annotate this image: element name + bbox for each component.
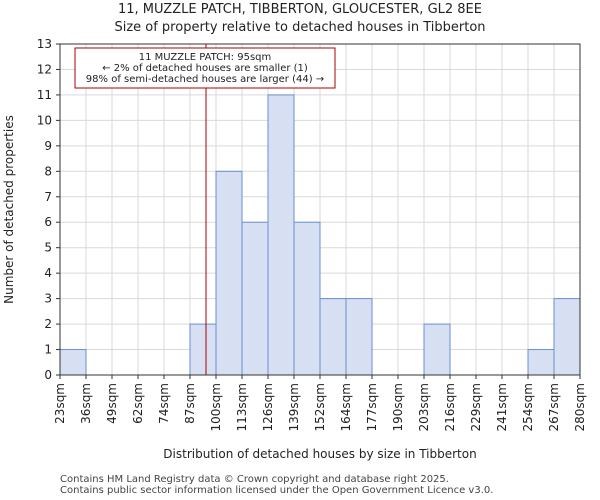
bar-126sqm — [267, 94, 295, 376]
y-tick-label: 8 — [44, 164, 52, 178]
x-tick-label: 49sqm — [105, 383, 119, 424]
x-tick-label: 126sqm — [261, 383, 275, 431]
bar-87sqm — [189, 323, 217, 376]
x-tick-label: 254sqm — [521, 383, 535, 431]
x-tick-label: 113sqm — [235, 383, 249, 431]
x-tick-label: 36sqm — [79, 383, 93, 424]
x-tick-label: 280sqm — [573, 383, 587, 431]
x-tick-label: 87sqm — [183, 383, 197, 424]
x-tick-label: 23sqm — [53, 383, 67, 424]
bars — [59, 94, 581, 376]
bar-23sqm — [59, 349, 87, 376]
x-tick-label: 100sqm — [209, 383, 223, 431]
y-axis-label: Number of detached properties — [2, 115, 16, 304]
x-tick-label: 74sqm — [157, 383, 171, 424]
bar-152sqm — [319, 298, 347, 376]
y-tick-label: 4 — [44, 266, 52, 280]
y-tick-label: 9 — [44, 139, 52, 153]
y-tick-label: 12 — [37, 62, 52, 76]
y-tick-label: 1 — [44, 343, 52, 357]
chart-title-line1: 11, MUZZLE PATCH, TIBBERTON, GLOUCESTER,… — [118, 2, 482, 17]
x-tick-label: 164sqm — [339, 383, 353, 431]
bar-203sqm — [423, 323, 451, 376]
x-tick-label: 139sqm — [287, 383, 301, 431]
chart-title-line2: Size of property relative to detached ho… — [114, 20, 486, 35]
x-tick-label: 62sqm — [131, 383, 145, 424]
y-tick-label: 2 — [44, 317, 52, 331]
x-tick-label: 190sqm — [391, 383, 405, 431]
x-tick-label: 229sqm — [469, 383, 483, 431]
bar-267sqm — [553, 298, 581, 376]
bar-139sqm — [293, 221, 321, 376]
y-tick-label: 5 — [44, 241, 52, 255]
y-tick-label: 0 — [44, 368, 52, 382]
y-tick-label: 11 — [37, 88, 52, 102]
x-tick-label: 177sqm — [365, 383, 379, 431]
x-tick-label: 241sqm — [495, 383, 509, 431]
annotation-line3: 98% of semi-detached houses are larger (… — [86, 74, 324, 85]
footer-line2: Contains public sector information licen… — [60, 485, 494, 496]
bar-164sqm — [345, 298, 373, 376]
bar-113sqm — [241, 221, 269, 376]
y-tick-label: 7 — [44, 190, 52, 204]
x-tick-label: 267sqm — [547, 383, 561, 431]
x-tick-label: 203sqm — [417, 383, 431, 431]
x-tick-label: 152sqm — [313, 383, 327, 431]
y-tick-label: 3 — [44, 292, 52, 306]
y-tick-label: 10 — [37, 113, 52, 127]
y-tick-label: 6 — [44, 215, 52, 229]
annotation-line1: 11 MUZZLE PATCH: 95sqm — [139, 52, 272, 63]
annotation-box: 11 MUZZLE PATCH: 95sqm ← 2% of detached … — [74, 47, 336, 89]
bar-254sqm — [527, 349, 555, 376]
x-tick-labels: 23sqm 36sqm 49sqm 62sqm 74sqm 87sqm 100sqm 113s… — [53, 383, 587, 431]
x-axis-label: Distribution of detached houses by size … — [163, 447, 476, 461]
axes — [56, 43, 581, 379]
bar-100sqm — [215, 170, 243, 376]
footer-line1: Contains HM Land Registry data © Crown c… — [60, 474, 449, 485]
y-tick-label: 13 — [37, 37, 52, 51]
annotation-line2: ← 2% of detached houses are smaller (1) — [102, 63, 308, 74]
x-tick-label: 216sqm — [443, 383, 457, 431]
